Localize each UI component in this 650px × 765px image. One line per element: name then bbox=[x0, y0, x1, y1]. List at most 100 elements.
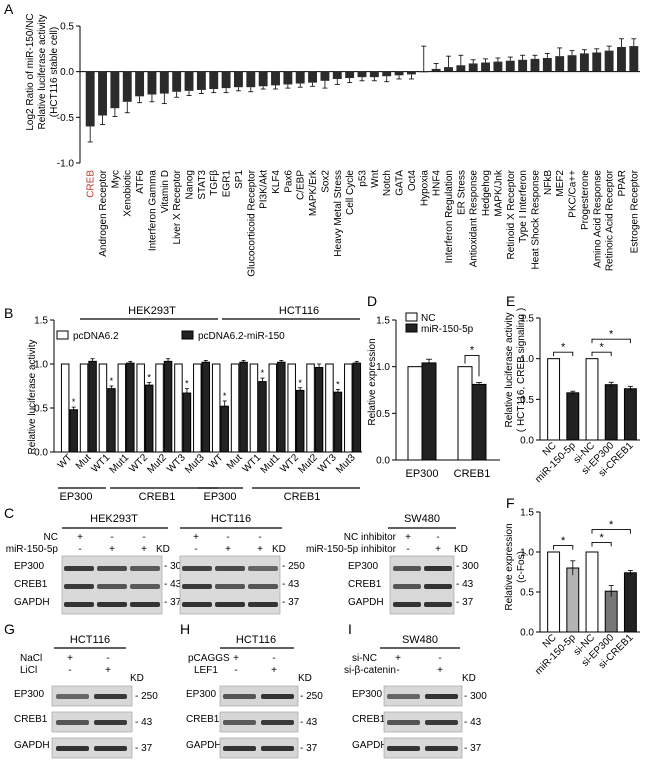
blot-row-label: CREB1 bbox=[14, 714, 48, 725]
category-label: Mut1 bbox=[259, 452, 283, 476]
panel-b-group-creb1-1: CREB1 bbox=[139, 491, 176, 503]
bar bbox=[505, 60, 515, 72]
blot-band bbox=[94, 694, 127, 699]
sign: - bbox=[110, 532, 113, 543]
blot-band bbox=[223, 746, 256, 751]
kd-value: 43 bbox=[170, 579, 182, 590]
panel-d-letter: D bbox=[367, 293, 377, 309]
panel-d-y-tick-label: 1.5 bbox=[376, 316, 390, 327]
category-label: Liver X Receptor bbox=[172, 169, 183, 244]
blot-row-label: EP300 bbox=[352, 689, 382, 700]
blot-band bbox=[424, 566, 452, 571]
condition-label: LEF1 bbox=[194, 665, 218, 676]
bar bbox=[233, 71, 243, 88]
kd-marker: - 37 bbox=[464, 743, 482, 754]
bar bbox=[617, 47, 626, 72]
bar-nc bbox=[407, 366, 423, 461]
condition-label: si-NC bbox=[352, 653, 377, 664]
blot-band bbox=[424, 584, 452, 589]
category-label: ER Stress bbox=[456, 170, 467, 215]
panel-a-ylabel-2: Relative luciferase activity bbox=[37, 14, 48, 129]
bar-control bbox=[174, 363, 183, 453]
blot-title: HCT116 bbox=[70, 634, 110, 646]
category-label: PI3K/Akt bbox=[259, 170, 270, 209]
category-label: ATF6 bbox=[135, 170, 146, 194]
panel-b-legend-swatch-1 bbox=[56, 330, 69, 340]
blot-strip bbox=[219, 711, 299, 733]
panel-e-y-tick-label: 0.5 bbox=[520, 395, 534, 406]
bar-mir150 bbox=[239, 361, 248, 453]
blot-band bbox=[97, 602, 127, 607]
sign: + bbox=[109, 544, 115, 555]
kd-marker: - 43 bbox=[164, 579, 182, 590]
condition-label: NC inhibitor bbox=[344, 532, 397, 543]
bar bbox=[308, 71, 318, 83]
blot-strip bbox=[51, 737, 133, 759]
bar bbox=[382, 71, 392, 77]
category-label: MAPK/Jnk bbox=[493, 169, 504, 217]
panel-e-axes: 0.0 0.5 1.0 1.5 bbox=[520, 314, 640, 447]
bar bbox=[196, 71, 206, 90]
panel-b-cellline-hek293t: HEK293T bbox=[128, 305, 176, 317]
kd-value: 300 bbox=[170, 561, 187, 572]
sign: + bbox=[437, 665, 443, 676]
panel-b-group-ep300-1: EP300 bbox=[59, 491, 92, 503]
significance-star: * bbox=[223, 391, 227, 401]
category-label: TGFβ bbox=[209, 170, 220, 196]
kd-value: 37 bbox=[141, 743, 153, 754]
bar-mir150 bbox=[471, 383, 487, 461]
category-label: EGR1 bbox=[222, 170, 233, 198]
significance-star: * bbox=[110, 376, 114, 386]
panel-a-y-tick-label: 0.5 bbox=[60, 22, 74, 33]
kd-marker: - 250 bbox=[282, 561, 305, 572]
blot-title: HCT116 bbox=[236, 634, 276, 646]
kd-marker: - 43 bbox=[300, 717, 318, 728]
category-label: Mut3 bbox=[334, 452, 358, 476]
panel-g: G HCT116 NaCl LiCl + - - + KD EP300 CREB… bbox=[4, 621, 158, 759]
category-label: Oct4 bbox=[407, 170, 418, 192]
significance-star: * bbox=[561, 342, 566, 354]
panel-b-y-tick-label: 1.5 bbox=[34, 316, 48, 327]
kd-marker: - 37 bbox=[164, 597, 182, 608]
blot-strip bbox=[51, 711, 133, 733]
bar bbox=[283, 71, 293, 85]
panel-e-ylabel-1: Relative luciferase activity bbox=[504, 312, 515, 427]
panel-e-ylabel-2: ( HCT116, CREB signaling ) bbox=[516, 308, 527, 432]
sign: + bbox=[193, 532, 199, 543]
panel-b-cellline-hct116: HCT116 bbox=[279, 305, 319, 317]
blot-title: SW480 bbox=[402, 634, 438, 646]
kd-label: KD bbox=[298, 673, 312, 684]
blot-row-label: CREB1 bbox=[348, 579, 382, 590]
blot-row-label: GAPDH bbox=[14, 597, 50, 608]
blot-band bbox=[94, 720, 127, 725]
kd-marker: - 43 bbox=[282, 579, 300, 590]
bar bbox=[221, 71, 231, 89]
bar bbox=[555, 56, 565, 72]
panel-b-bars: * * * * * * * * bbox=[60, 358, 362, 453]
blot-hct116: HCT116 + - - - + + KD - 250 - 43 - 37 bbox=[179, 513, 305, 615]
significance-bracket bbox=[591, 529, 631, 534]
bar-mir150 bbox=[69, 409, 78, 453]
kd-label: KD bbox=[462, 673, 476, 684]
bar bbox=[566, 392, 580, 441]
bar-mir150 bbox=[107, 388, 116, 453]
panel-e-letter: E bbox=[506, 293, 515, 309]
panel-b-legend-swatch-2 bbox=[181, 330, 194, 340]
panel-d-legend-label-1: NC bbox=[421, 313, 435, 324]
bar bbox=[481, 62, 491, 72]
category-label: NFkB bbox=[543, 170, 554, 195]
bar bbox=[332, 71, 342, 79]
blot-strip bbox=[383, 685, 463, 707]
panel-b-legend-label-2: pcDNA6.2-miR-150 bbox=[198, 331, 285, 342]
panel-e-y-tick-label: 0.0 bbox=[520, 436, 534, 447]
kd-value: 250 bbox=[288, 561, 305, 572]
category-label: STAT3 bbox=[197, 170, 208, 200]
bar-control bbox=[193, 363, 202, 453]
significance-bracket bbox=[591, 338, 631, 344]
kd-value: 37 bbox=[306, 743, 318, 754]
blot-strip bbox=[383, 737, 463, 759]
kd-marker: - 300 bbox=[464, 691, 487, 702]
sign: + bbox=[233, 653, 239, 664]
bar bbox=[406, 71, 416, 75]
blot-band bbox=[248, 584, 278, 589]
